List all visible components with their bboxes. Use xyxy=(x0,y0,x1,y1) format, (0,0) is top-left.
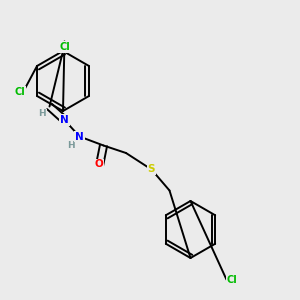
Text: N: N xyxy=(75,131,84,142)
Text: Cl: Cl xyxy=(14,86,25,97)
Text: O: O xyxy=(94,159,103,170)
Text: Cl: Cl xyxy=(226,274,237,285)
Text: N: N xyxy=(60,115,69,125)
Text: H: H xyxy=(38,110,46,118)
Text: Cl: Cl xyxy=(59,42,70,52)
Text: S: S xyxy=(148,164,155,175)
Text: H: H xyxy=(67,141,74,150)
